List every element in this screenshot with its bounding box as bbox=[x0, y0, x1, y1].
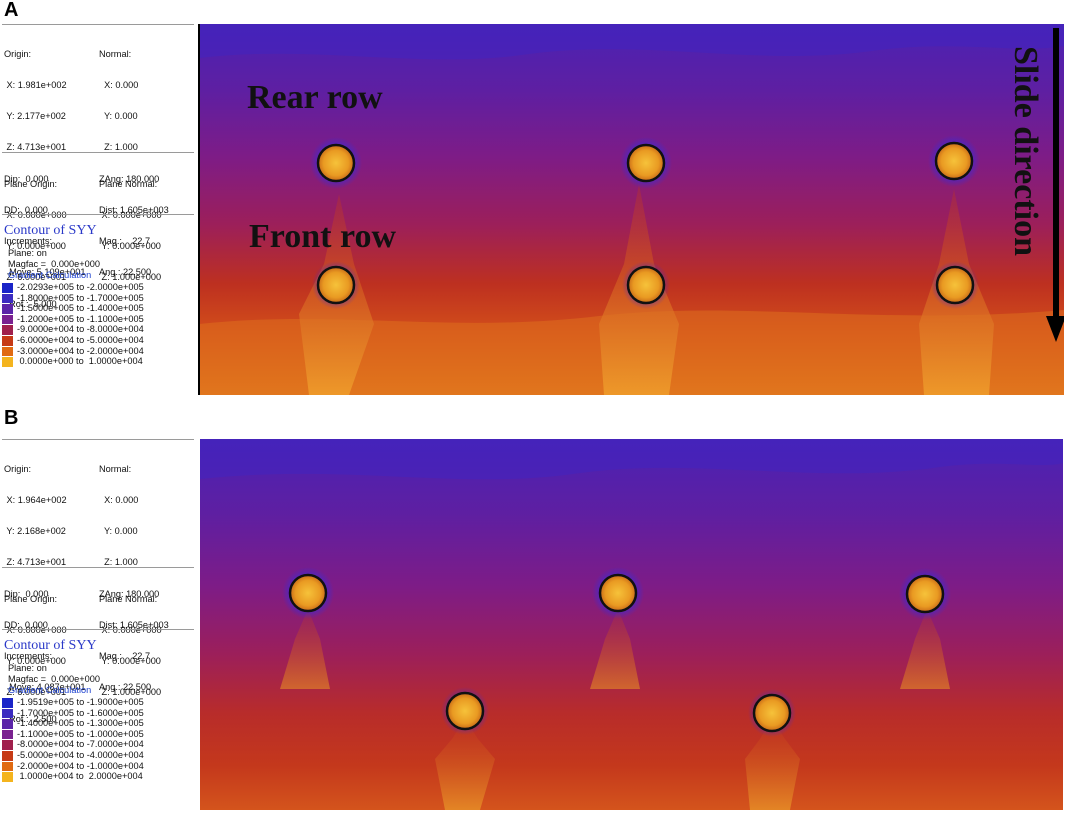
panel-label: B bbox=[4, 407, 19, 429]
stress-plume bbox=[435, 719, 495, 810]
legend-swatch bbox=[2, 283, 13, 293]
plot-border bbox=[198, 24, 200, 395]
pile-front-2 bbox=[626, 265, 666, 305]
normal-info: Normal: X: 0.000 Y: 0.000 Z: 1.000 ZAng:… bbox=[99, 48, 169, 278]
divider bbox=[2, 214, 194, 215]
legend-swatch bbox=[2, 719, 13, 729]
plane-status: Plane: on bbox=[8, 663, 47, 673]
legend-swatch bbox=[2, 293, 13, 304]
pile-rear-1 bbox=[288, 573, 328, 613]
contour-band bbox=[200, 439, 1063, 480]
contour-title: Contour of SYY bbox=[4, 223, 97, 238]
legend-swatch bbox=[2, 346, 13, 357]
legend-swatch bbox=[2, 335, 13, 346]
front-row-label: Front row bbox=[249, 218, 397, 255]
pile-rear-3 bbox=[905, 574, 945, 614]
stress-plume bbox=[280, 609, 330, 689]
divider bbox=[2, 629, 194, 630]
contour-title: Contour of SYY bbox=[4, 638, 97, 653]
pile-front-2 bbox=[752, 693, 792, 733]
pile-rear-1 bbox=[316, 143, 356, 183]
legend-swatch bbox=[2, 325, 13, 335]
plane-status: Plane: on bbox=[8, 248, 47, 258]
normal-info: Normal: X: 0.000 Y: 0.000 Z: 1.000 ZAng:… bbox=[99, 463, 169, 693]
plane-normal-info: Plane Normal: X: 0.000e+000 Y: 0.000e+00… bbox=[99, 593, 162, 698]
panel-b: B Origin: X: 1.964e+002 Y: 2.168e+002 Z:… bbox=[0, 405, 1072, 813]
legend-swatch bbox=[2, 772, 13, 782]
pile-rear-2 bbox=[626, 143, 666, 183]
contour-band bbox=[199, 24, 1064, 60]
legend-swatch bbox=[2, 740, 13, 750]
pile-front-1 bbox=[316, 265, 356, 305]
slide-direction-label: Slide direction bbox=[1007, 46, 1044, 256]
legend-swatch bbox=[2, 357, 13, 367]
plane-origin-info: Plane Origin: X: 0.000e+000 Y: 0.000e+00… bbox=[4, 178, 67, 283]
legend-swatch bbox=[2, 698, 13, 708]
plane-normal-info: Plane Normal: X: 0.000e+000 Y: 0.000e+00… bbox=[99, 178, 162, 283]
stress-plume bbox=[900, 609, 950, 689]
stress-plume bbox=[590, 609, 640, 689]
slide-arrow-head bbox=[1046, 316, 1064, 342]
origin-info: Origin: X: 1.981e+002 Y: 2.177e+002 Z: 4… bbox=[4, 48, 86, 309]
contour-plot bbox=[199, 24, 1064, 395]
pile-front-1 bbox=[445, 691, 485, 731]
divider bbox=[2, 24, 194, 25]
stress-field bbox=[200, 439, 1063, 810]
divider bbox=[2, 152, 194, 153]
gradient-calculation-label: Gradient Calculation bbox=[8, 270, 92, 280]
legend-swatch bbox=[2, 304, 13, 314]
divider bbox=[2, 439, 194, 440]
contour-plot-graphic bbox=[200, 439, 1063, 810]
legend-swatch bbox=[2, 750, 13, 761]
pile-rear-2 bbox=[598, 573, 638, 613]
stress-plume bbox=[745, 719, 800, 810]
plane-origin-info: Plane Origin: X: 0.000e+000 Y: 0.000e+00… bbox=[4, 593, 67, 698]
contour-plot-graphic bbox=[199, 24, 1064, 395]
legend-swatch bbox=[2, 761, 13, 772]
gradient-calculation-label: Gradient Calculation bbox=[8, 685, 92, 695]
origin-info: Origin: X: 1.964e+002 Y: 2.168e+002 Z: 4… bbox=[4, 463, 86, 724]
panel-a: A Origin: X: 1.981e+002 Y: 2.177e+002 Z:… bbox=[0, 0, 1072, 400]
pile-rear-3 bbox=[934, 141, 974, 181]
rear-row-label: Rear row bbox=[247, 79, 383, 116]
magfac-value: Magfac = 0.000e+000 bbox=[8, 674, 100, 684]
legend-swatch bbox=[2, 708, 13, 719]
pile-front-3 bbox=[935, 265, 975, 305]
divider bbox=[2, 567, 194, 568]
legend-swatch bbox=[2, 729, 13, 740]
contour-plot bbox=[200, 439, 1063, 810]
panel-label: A bbox=[4, 0, 19, 21]
legend-swatch bbox=[2, 314, 13, 325]
magfac-value: Magfac = 0.000e+000 bbox=[8, 259, 100, 269]
